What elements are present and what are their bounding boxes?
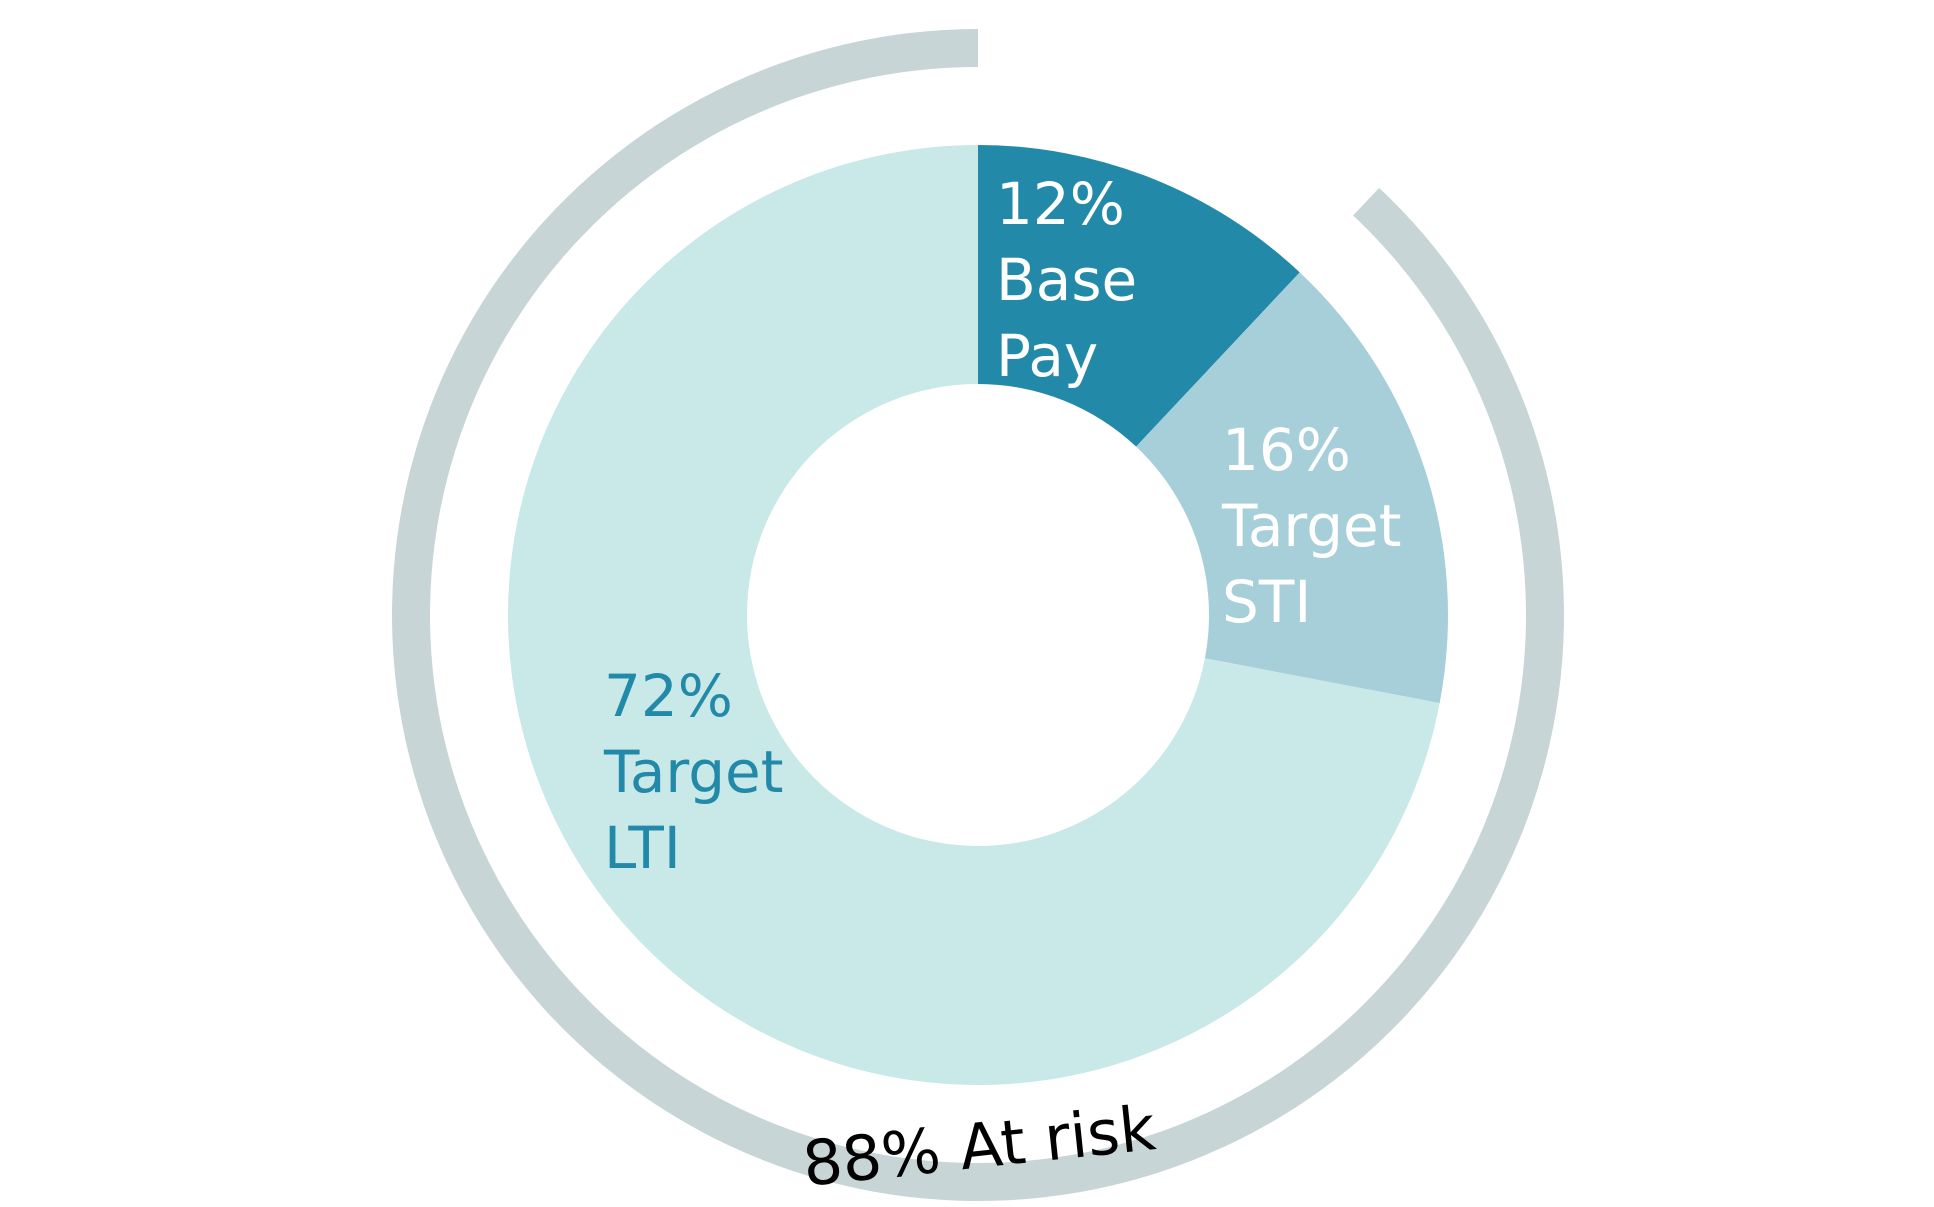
slice-value-label: 72% xyxy=(604,662,733,730)
slice-value-label: 12% xyxy=(996,170,1125,238)
donut-slice xyxy=(508,145,1440,1085)
donut-slice xyxy=(978,145,1300,447)
donut-slice xyxy=(1136,272,1448,704)
slice-value-label: 16% xyxy=(1222,416,1351,484)
slice-label: 72% Target LTI xyxy=(604,658,819,886)
slice-label: 16% Target STI xyxy=(1222,412,1437,640)
slice-category-label: Target LTI xyxy=(604,738,784,882)
slice-category-label: Target STI xyxy=(1222,492,1402,636)
slice-category-label: Base Pay xyxy=(996,246,1138,390)
slice-label: 12% Base Pay xyxy=(996,166,1211,394)
